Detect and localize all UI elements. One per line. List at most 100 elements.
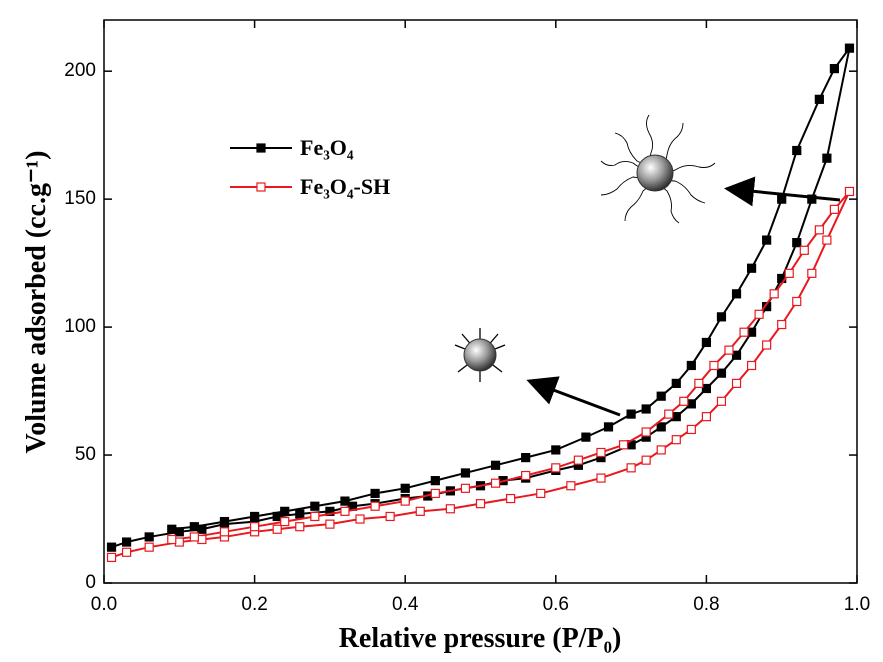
marker: [430, 476, 440, 486]
marker: [716, 396, 727, 406]
plot-frame: [103, 19, 858, 584]
marker: [701, 383, 712, 394]
marker: [641, 455, 651, 465]
marker: [250, 522, 260, 532]
marker: [792, 296, 802, 307]
marker: [829, 64, 840, 74]
marker: [724, 345, 734, 355]
marker: [490, 460, 501, 470]
marker: [106, 542, 117, 552]
marker: [754, 309, 764, 319]
marker: [521, 453, 531, 463]
marker: [167, 524, 177, 534]
marker: [671, 378, 681, 388]
marker: [370, 488, 380, 499]
x-tick-label: 0.0: [91, 594, 117, 615]
marker: [596, 447, 606, 458]
marker: [746, 327, 757, 337]
marker: [370, 501, 380, 511]
legend-label: Fe₃O₄-SH: [300, 174, 390, 199]
marker: [272, 524, 282, 534]
marker: [686, 360, 696, 371]
marker: [400, 496, 410, 506]
marker: [272, 511, 282, 522]
series: [106, 43, 855, 563]
marker: [106, 552, 117, 563]
marker: [551, 445, 561, 455]
marker: [746, 360, 757, 371]
marker: [671, 435, 681, 445]
marker: [325, 506, 335, 516]
marker: [626, 463, 636, 473]
marker: [769, 289, 779, 299]
marker: [250, 511, 260, 522]
marker: [566, 481, 576, 491]
marker: [475, 499, 486, 509]
marker: [400, 483, 410, 493]
marker: [121, 547, 132, 557]
marker: [174, 527, 184, 537]
marker: [355, 514, 365, 524]
marker: [784, 268, 794, 278]
marker: [573, 455, 583, 465]
marker: [197, 534, 207, 545]
marker: [716, 368, 727, 378]
marker: [189, 522, 199, 532]
marker: [746, 263, 757, 273]
marker: [197, 524, 207, 534]
marker: [385, 511, 395, 522]
marker: [799, 245, 809, 255]
marker: [731, 350, 742, 360]
y-tick-label: 50: [75, 444, 96, 465]
marker: [709, 360, 719, 371]
x-tick-label: 0.6: [543, 594, 569, 615]
marker: [844, 186, 855, 197]
marker: [490, 478, 501, 488]
marker: [641, 404, 651, 414]
marker: [656, 445, 666, 455]
marker: [762, 235, 772, 245]
marker: [762, 340, 772, 350]
marker: [671, 412, 681, 422]
y-axis-label: Volume adsorbed (cc.g⁻¹): [21, 151, 52, 454]
x-axis-label: Relative pressure (P/P₀): [339, 623, 622, 654]
marker: [731, 378, 742, 388]
y-tick-label: 0: [85, 572, 96, 593]
marker: [325, 519, 335, 529]
marker: [694, 378, 704, 388]
marker: [844, 43, 855, 53]
marker: [829, 204, 840, 214]
marker: [174, 537, 184, 547]
marker: [219, 516, 230, 527]
marker: [664, 409, 674, 419]
marker: [144, 532, 154, 542]
marker: [731, 289, 742, 299]
legend-marker: [256, 143, 266, 153]
marker: [310, 511, 320, 522]
marker: [280, 506, 290, 516]
marker: [656, 391, 666, 401]
marker: [626, 409, 636, 419]
y-tick-label: 100: [64, 316, 96, 337]
marker: [460, 483, 471, 493]
y-tick-label: 150: [64, 188, 96, 209]
marker: [739, 327, 749, 337]
marker: [792, 238, 802, 248]
marker: [340, 496, 350, 506]
legend-label: Fe₃O₄: [300, 135, 354, 160]
marker: [280, 516, 290, 527]
marker: [701, 337, 712, 348]
x-tick-label: 0.4: [392, 594, 419, 615]
marker: [536, 488, 546, 499]
marker: [340, 506, 350, 516]
marker: [641, 427, 651, 437]
marker: [551, 463, 561, 473]
marker: [701, 412, 712, 422]
marker: [814, 225, 824, 235]
marker: [686, 424, 696, 435]
marker: [445, 504, 455, 514]
marker: [807, 268, 817, 278]
marker: [295, 509, 305, 519]
marker: [686, 399, 696, 409]
